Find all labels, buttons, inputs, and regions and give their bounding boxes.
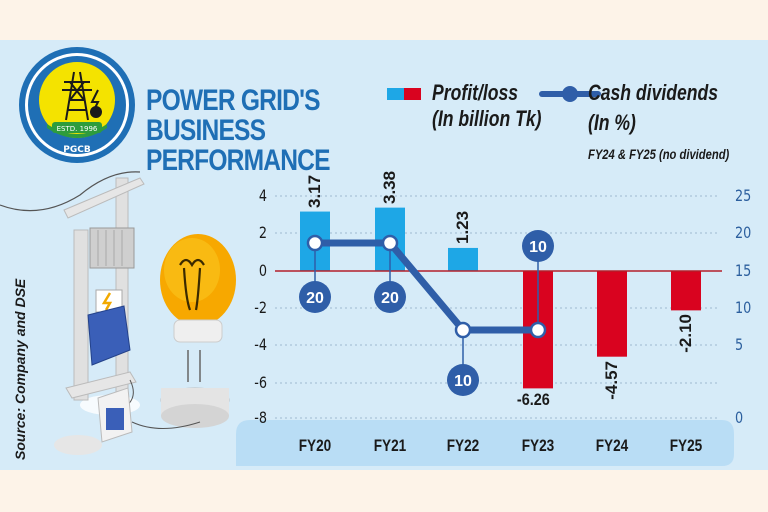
bar-value-label: 3.38 — [380, 170, 399, 204]
profit-bar — [448, 247, 478, 271]
legend-profit-unit: (In billion Tk) — [432, 106, 542, 131]
legend-profit-swatch — [387, 88, 421, 100]
legend-dividend-swatch — [539, 86, 601, 102]
right-axis-tick: 15 — [735, 261, 752, 280]
x-axis-label: FY20 — [298, 436, 332, 455]
page-title: POWER GRID'S BUSINESS PERFORMANCE — [146, 84, 331, 177]
left-axis-tick: 4 — [258, 186, 267, 205]
pgcb-logo: ESTD. 1996 PGCB — [19, 47, 135, 163]
dividend-bubble — [299, 281, 331, 313]
title-line-3: PERFORMANCE — [146, 144, 331, 177]
legend-dividend-unit: (In %) — [588, 110, 636, 135]
x-axis-band — [236, 420, 734, 466]
left-axis-tick: 2 — [258, 223, 267, 242]
profit-loss-bars — [300, 207, 701, 389]
left-axis-tick: -4 — [254, 335, 267, 354]
dividend-bubble-label: 10 — [529, 239, 547, 256]
x-axis-label: FY24 — [595, 436, 629, 455]
legend-profit-label: Profit/loss — [432, 80, 519, 105]
power-grid-illustration — [0, 171, 236, 455]
logo-abbr-text: PGCB — [63, 145, 91, 155]
bar-value-label: -2.10 — [676, 314, 695, 354]
dividend-bubble-label: 10 — [454, 373, 472, 390]
right-axis-tick: 5 — [735, 335, 744, 354]
bar-value-label: 3.17 — [305, 174, 324, 208]
dividend-bubble — [447, 364, 479, 396]
dividend-marker — [381, 234, 399, 252]
dividend-line: 20 20 10 10 — [299, 230, 554, 396]
x-axis-label: FY23 — [521, 436, 555, 455]
right-axis-tick: 0 — [735, 408, 744, 427]
dividend-bubble — [374, 281, 406, 313]
dividend-marker — [306, 234, 324, 252]
dividend-bubble-label: 20 — [306, 290, 324, 307]
dividend-marker — [529, 321, 547, 339]
right-axis-tick: 25 — [735, 186, 752, 205]
x-axis-label: FY21 — [373, 436, 407, 455]
dividend-marker — [454, 321, 472, 339]
x-axis-label: FY22 — [446, 436, 480, 455]
left-axis-tick: -6 — [254, 373, 267, 392]
dividend-bubble — [522, 230, 554, 262]
right-axis-tick: 20 — [735, 223, 752, 242]
logo-estd-text: ESTD. 1996 — [57, 125, 98, 133]
left-axis-tick: 0 — [258, 261, 267, 280]
profit-bar — [597, 271, 627, 357]
gridlines — [275, 195, 718, 419]
bar-value-label: -6.26 — [516, 390, 550, 410]
bar-value-label: 1.23 — [453, 210, 472, 244]
bar-value-label: -4.57 — [602, 360, 621, 400]
left-axis-tick: -8 — [254, 408, 267, 427]
profit-bar — [671, 271, 701, 311]
title-line-2: BUSINESS — [146, 114, 266, 147]
legend-dividend-label: Cash dividends — [588, 80, 719, 105]
x-axis-label: FY25 — [669, 436, 703, 455]
title-line-1: POWER GRID'S — [146, 84, 321, 117]
dividend-bubble-label: 20 — [381, 290, 399, 307]
right-axis-tick: 10 — [735, 298, 752, 317]
legend-dividend-note: FY24 & FY25 (no dividend) — [588, 146, 730, 162]
left-axis-tick: -2 — [254, 298, 267, 317]
